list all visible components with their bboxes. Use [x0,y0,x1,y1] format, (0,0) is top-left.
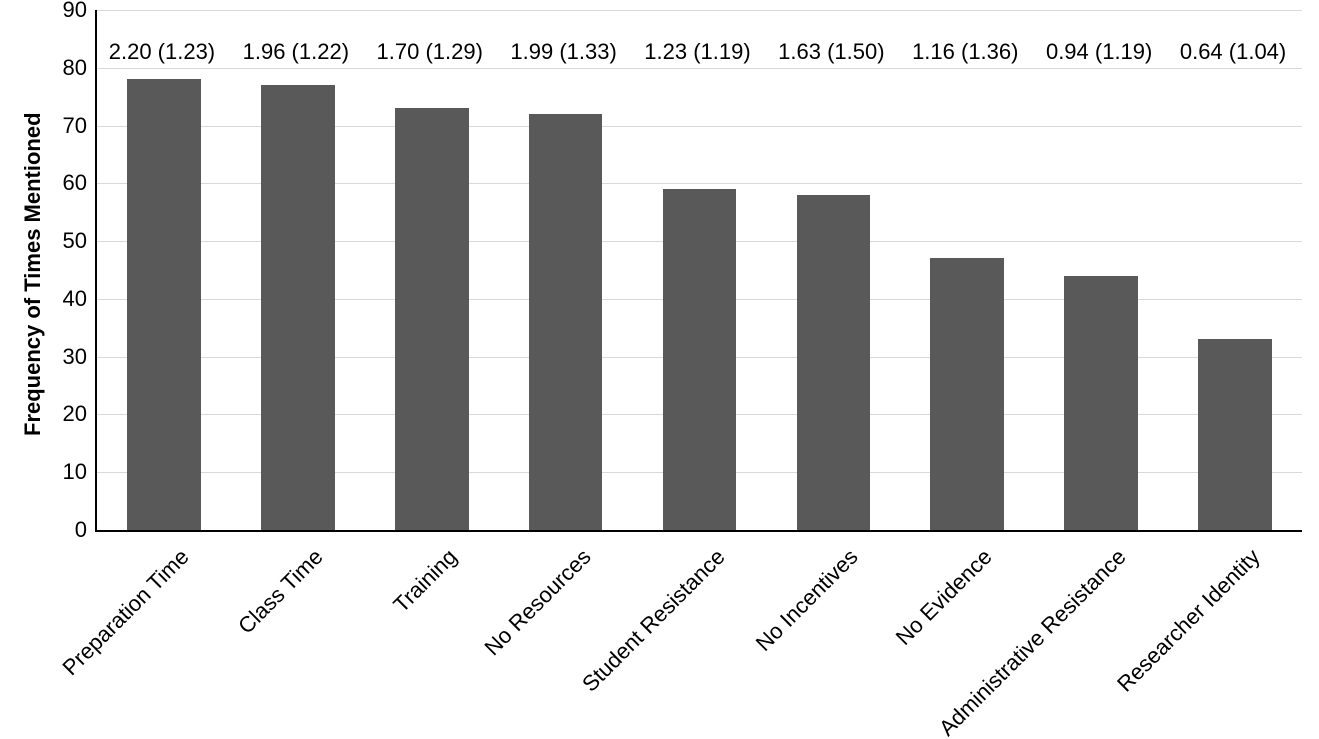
value-label: 1.96 (1.22) [243,39,349,65]
y-tick-label: 70 [47,113,87,139]
y-tick-label: 40 [47,286,87,312]
value-label: 1.70 (1.29) [377,39,483,65]
grid-line [97,10,1302,11]
y-tick-label: 20 [47,401,87,427]
y-tick-label: 60 [47,170,87,196]
y-axis-title: Frequency of Times Mentioned [20,113,46,437]
bar [261,85,335,530]
y-tick-label: 50 [47,228,87,254]
value-label: 0.64 (1.04) [1180,39,1286,65]
value-label: 1.99 (1.33) [510,39,616,65]
value-label: 1.16 (1.36) [912,39,1018,65]
bar [797,195,871,530]
y-tick-label: 10 [47,459,87,485]
bar-chart: Frequency of Times Mentioned 0 10 20 30 40 50… [0,0,1319,739]
value-label: 0.94 (1.19) [1046,39,1152,65]
value-label: 2.20 (1.23) [109,39,215,65]
bar [930,258,1004,530]
bar [395,108,469,530]
bar [1064,276,1138,530]
value-label: 1.23 (1.19) [644,39,750,65]
bar [529,114,603,530]
bar [127,79,201,530]
grid-line [97,68,1302,69]
bar [663,189,737,530]
plot-area [95,10,1302,532]
value-label: 1.63 (1.50) [778,39,884,65]
y-tick-label: 80 [47,55,87,81]
y-tick-label: 90 [47,0,87,23]
y-tick-label: 0 [47,517,87,543]
bar [1198,339,1272,530]
y-tick-label: 30 [47,344,87,370]
